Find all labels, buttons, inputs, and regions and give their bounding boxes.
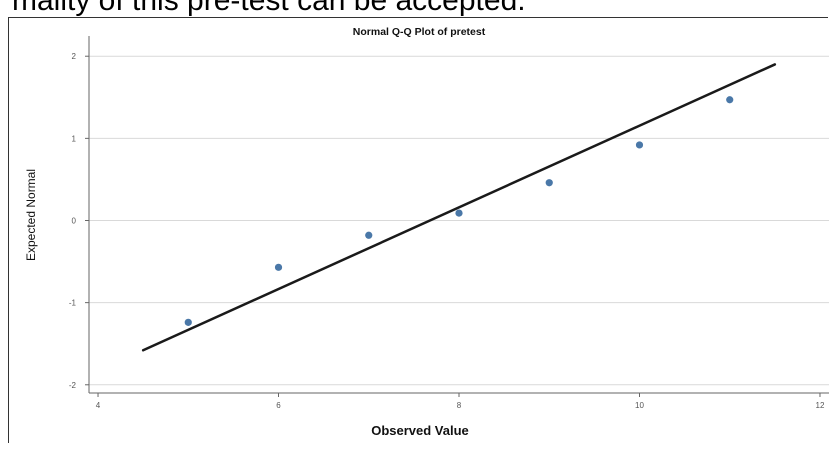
x-tick-label: 6 bbox=[276, 401, 281, 410]
data-point bbox=[726, 96, 734, 104]
x-tick-label: 4 bbox=[96, 401, 101, 410]
data-point bbox=[184, 318, 192, 326]
reference-line-layer bbox=[141, 63, 777, 352]
chart-title: Normal Q-Q Plot of pretest bbox=[353, 26, 486, 38]
data-points bbox=[184, 96, 734, 326]
qq-plot-frame: 2 1 0 -1 -2 4 6 8 10 12 Normal Q-Q Plot of pretes… bbox=[8, 17, 829, 443]
x-tick-label: 10 bbox=[635, 401, 644, 410]
y-axis-label: Expected Normal bbox=[24, 169, 38, 261]
y-tick-label: -1 bbox=[69, 299, 77, 308]
x-tick-label: 8 bbox=[457, 401, 462, 410]
qq-plot: 210-1-24 6 8 10 12 Normal Q-Q Plot of pretes… bbox=[24, 26, 829, 438]
y-tick-label: 2 bbox=[72, 52, 77, 61]
reference-line bbox=[141, 63, 777, 352]
y-tick-label: 1 bbox=[72, 134, 77, 143]
data-point bbox=[365, 231, 373, 239]
y-tick-label: -2 bbox=[69, 381, 77, 390]
data-point bbox=[635, 141, 644, 149]
y-tick-label: 0 bbox=[72, 217, 77, 226]
data-point bbox=[455, 209, 463, 217]
caption-fragment: mality of this pre-test can be accepted. bbox=[12, 0, 526, 17]
x-tick-label: 12 bbox=[816, 401, 825, 410]
axes: 210-1-24 6 8 10 12 bbox=[69, 36, 829, 410]
data-point bbox=[274, 263, 283, 271]
data-point bbox=[545, 179, 553, 187]
x-axis-label: Observed Value bbox=[371, 423, 469, 438]
grid-lines bbox=[89, 55, 829, 386]
